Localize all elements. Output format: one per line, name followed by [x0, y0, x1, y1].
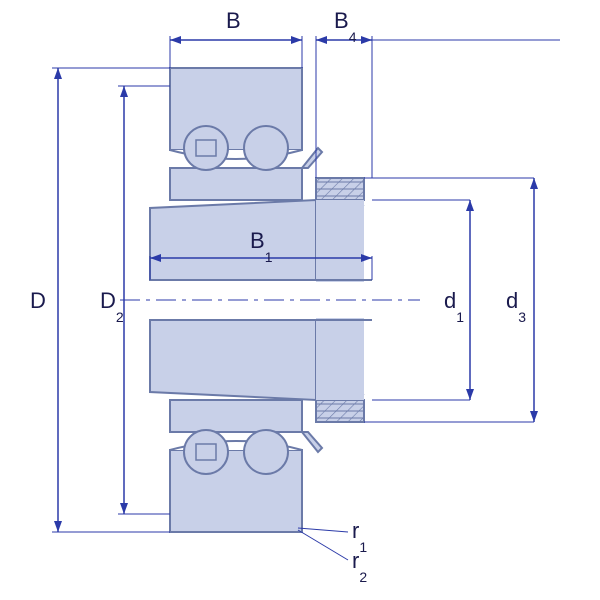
- bearing-cross-section-diagram: DD2d1d3BB4B1r1r2: [0, 0, 600, 600]
- label-D: D: [30, 288, 46, 313]
- label-B: B: [226, 8, 241, 33]
- adapter-sleeve: [150, 200, 316, 280]
- adapter-sleeve: [150, 320, 316, 400]
